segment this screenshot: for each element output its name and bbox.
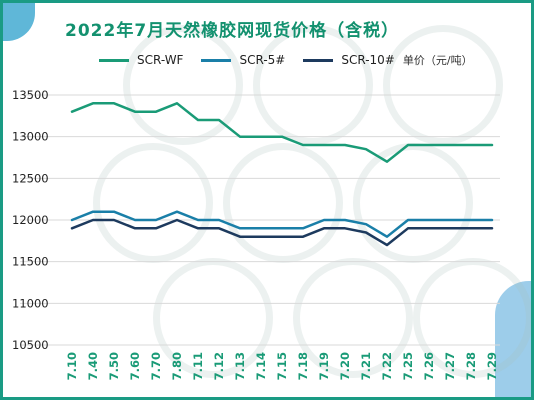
x-tick-label: 7.22 xyxy=(380,352,394,380)
x-tick-label: 7.18 xyxy=(296,352,310,380)
x-tick-label: 7.50 xyxy=(107,352,121,380)
y-tick-label: 13500 xyxy=(12,88,49,102)
x-tick-label: 7.21 xyxy=(359,352,373,380)
x-tick-label: 7.19 xyxy=(317,352,331,380)
x-tick-label: 7.12 xyxy=(212,352,226,380)
y-tick-label: 12500 xyxy=(12,171,49,185)
watermark-logo xyxy=(223,143,343,263)
legend-item: SCR-5# xyxy=(201,53,285,67)
x-tick-label: 7.10 xyxy=(65,352,79,380)
x-tick-label: 7.13 xyxy=(233,352,247,380)
x-tick-label: 7.70 xyxy=(149,352,163,380)
x-tick-label: 7.29 xyxy=(485,352,499,380)
legend-item: SCR-WF xyxy=(99,53,183,67)
legend-label: SCR-10# xyxy=(341,53,395,67)
watermark-logo xyxy=(123,25,243,145)
x-tick-label: 7.11 xyxy=(191,352,205,380)
legend-swatch xyxy=(303,58,334,62)
x-tick-label: 7.25 xyxy=(401,352,415,380)
series-line xyxy=(70,218,494,247)
x-tick-label: 7.15 xyxy=(275,352,289,380)
y-tick-label: 11500 xyxy=(12,255,49,269)
x-tick-label: 7.27 xyxy=(443,352,457,380)
y-tick-label: 12000 xyxy=(12,213,49,227)
y-tick-label: 13000 xyxy=(12,130,49,144)
series-line xyxy=(70,102,494,163)
series-line xyxy=(70,210,494,238)
x-tick-label: 7.40 xyxy=(86,352,100,380)
watermark-logo xyxy=(353,143,473,263)
chart-legend: SCR-WF SCR-5# SCR-10# 单价（元/吨） xyxy=(99,52,473,68)
x-tick-label: 7.80 xyxy=(170,352,184,380)
x-tick-label: 7.26 xyxy=(422,352,436,380)
x-tick-label: 7.14 xyxy=(254,352,268,380)
watermark-logo xyxy=(383,25,503,145)
y-tick-label: 11000 xyxy=(12,296,49,310)
legend-swatch xyxy=(99,58,129,62)
unit-label: 单价（元/吨） xyxy=(402,54,473,67)
x-tick-label: 7.60 xyxy=(128,352,142,380)
x-tick-label: 7.28 xyxy=(464,352,478,380)
watermark-logo xyxy=(93,143,213,263)
legend-label: SCR-WF xyxy=(137,53,184,67)
y-tick-label: 10500 xyxy=(12,338,49,352)
chart-title: 2022年7月天然橡胶网现货价格（含税） xyxy=(65,21,400,41)
legend-item: SCR-10# xyxy=(303,53,395,67)
watermark-logo xyxy=(253,25,373,145)
legend-swatch xyxy=(201,58,232,62)
legend-label: SCR-5# xyxy=(239,53,286,67)
x-tick-label: 7.20 xyxy=(338,352,352,380)
